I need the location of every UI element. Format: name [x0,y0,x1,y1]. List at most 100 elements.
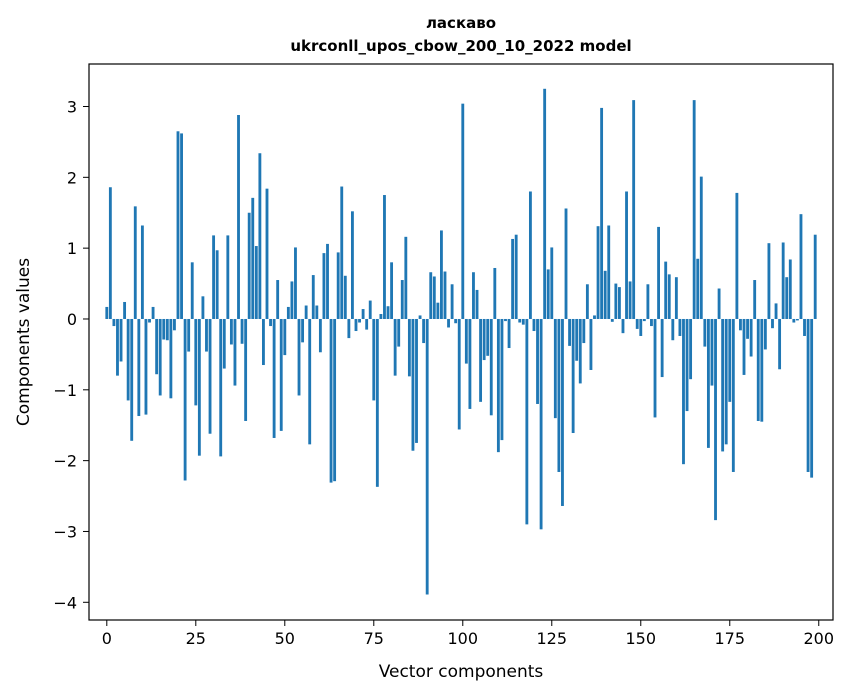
bar [496,318,500,453]
bar [457,318,461,430]
bar [571,318,575,434]
bar [119,318,123,362]
bar [504,318,507,322]
bar [340,186,344,319]
bar [550,247,554,319]
bar [511,238,515,319]
bar [368,300,372,319]
bar [717,288,721,319]
bar [347,318,351,339]
plot-frame [88,63,834,621]
bar [628,281,632,319]
bar [742,318,746,375]
bar [361,309,365,319]
bar [183,318,187,481]
y-axis-label: Components values [14,258,34,426]
bar [407,318,411,377]
bar [386,306,390,319]
bar [333,318,337,482]
bar [706,318,710,448]
bar [144,318,148,415]
x-tick-label: 175 [714,629,745,648]
bar [650,318,653,327]
bar [735,192,739,319]
bar [710,318,714,386]
bar [578,318,582,384]
bar [767,243,771,319]
bar [197,318,201,456]
bar [561,318,564,506]
bar [112,318,116,327]
bar [404,236,408,319]
bar [297,318,301,396]
bar [294,247,297,319]
bar [539,318,543,530]
bar [600,107,604,319]
bar [671,318,675,341]
bar [763,318,767,350]
bar [123,301,127,319]
bar [130,318,134,441]
bar [379,314,383,319]
bar [276,280,280,319]
bar [657,226,660,319]
bar [778,318,782,370]
bar [269,318,272,327]
bar [785,277,789,319]
bar [375,318,379,487]
bar [137,318,141,417]
bar [205,318,208,352]
bar [397,318,401,347]
bar [450,284,454,319]
bar [617,287,621,319]
bar [653,318,657,418]
bar [536,318,539,404]
x-tick-label: 100 [448,629,479,648]
bar [632,100,636,319]
bar [585,284,589,319]
bar [596,226,600,319]
bar [472,272,475,319]
bar [262,318,265,366]
bar [803,318,806,336]
bar [436,302,440,319]
bar [222,318,226,369]
bar [593,315,596,319]
bar [532,318,536,332]
y-tick-label: 2 [67,168,77,187]
x-tick-label: 25 [186,629,206,648]
bar [116,318,119,376]
chart-title: ласкаво [426,14,496,32]
bar [108,187,112,319]
bar [464,318,468,364]
bar [642,318,646,322]
bar [351,211,354,319]
x-tick-label: 125 [537,629,568,648]
bar [813,234,817,319]
bar [685,318,689,412]
bar [190,262,194,319]
x-tick-label: 0 [102,629,112,648]
bar [610,318,614,322]
chart-subtitle: ukrconll_upos_cbow_200_10_2022 model [290,37,631,55]
bar [194,318,198,406]
bar [283,318,287,356]
bar [155,318,159,375]
bar [660,318,664,378]
bar [240,318,244,344]
bar [603,270,607,319]
bar [105,306,109,319]
bar [322,253,326,319]
bar [468,318,472,409]
bar [440,230,443,319]
bar [208,318,212,434]
bar [290,281,294,319]
bar [390,262,394,319]
bar [639,318,643,336]
bar [507,318,511,349]
bar [365,318,369,330]
bar [429,272,433,319]
bar [514,234,518,319]
bar [311,275,315,319]
